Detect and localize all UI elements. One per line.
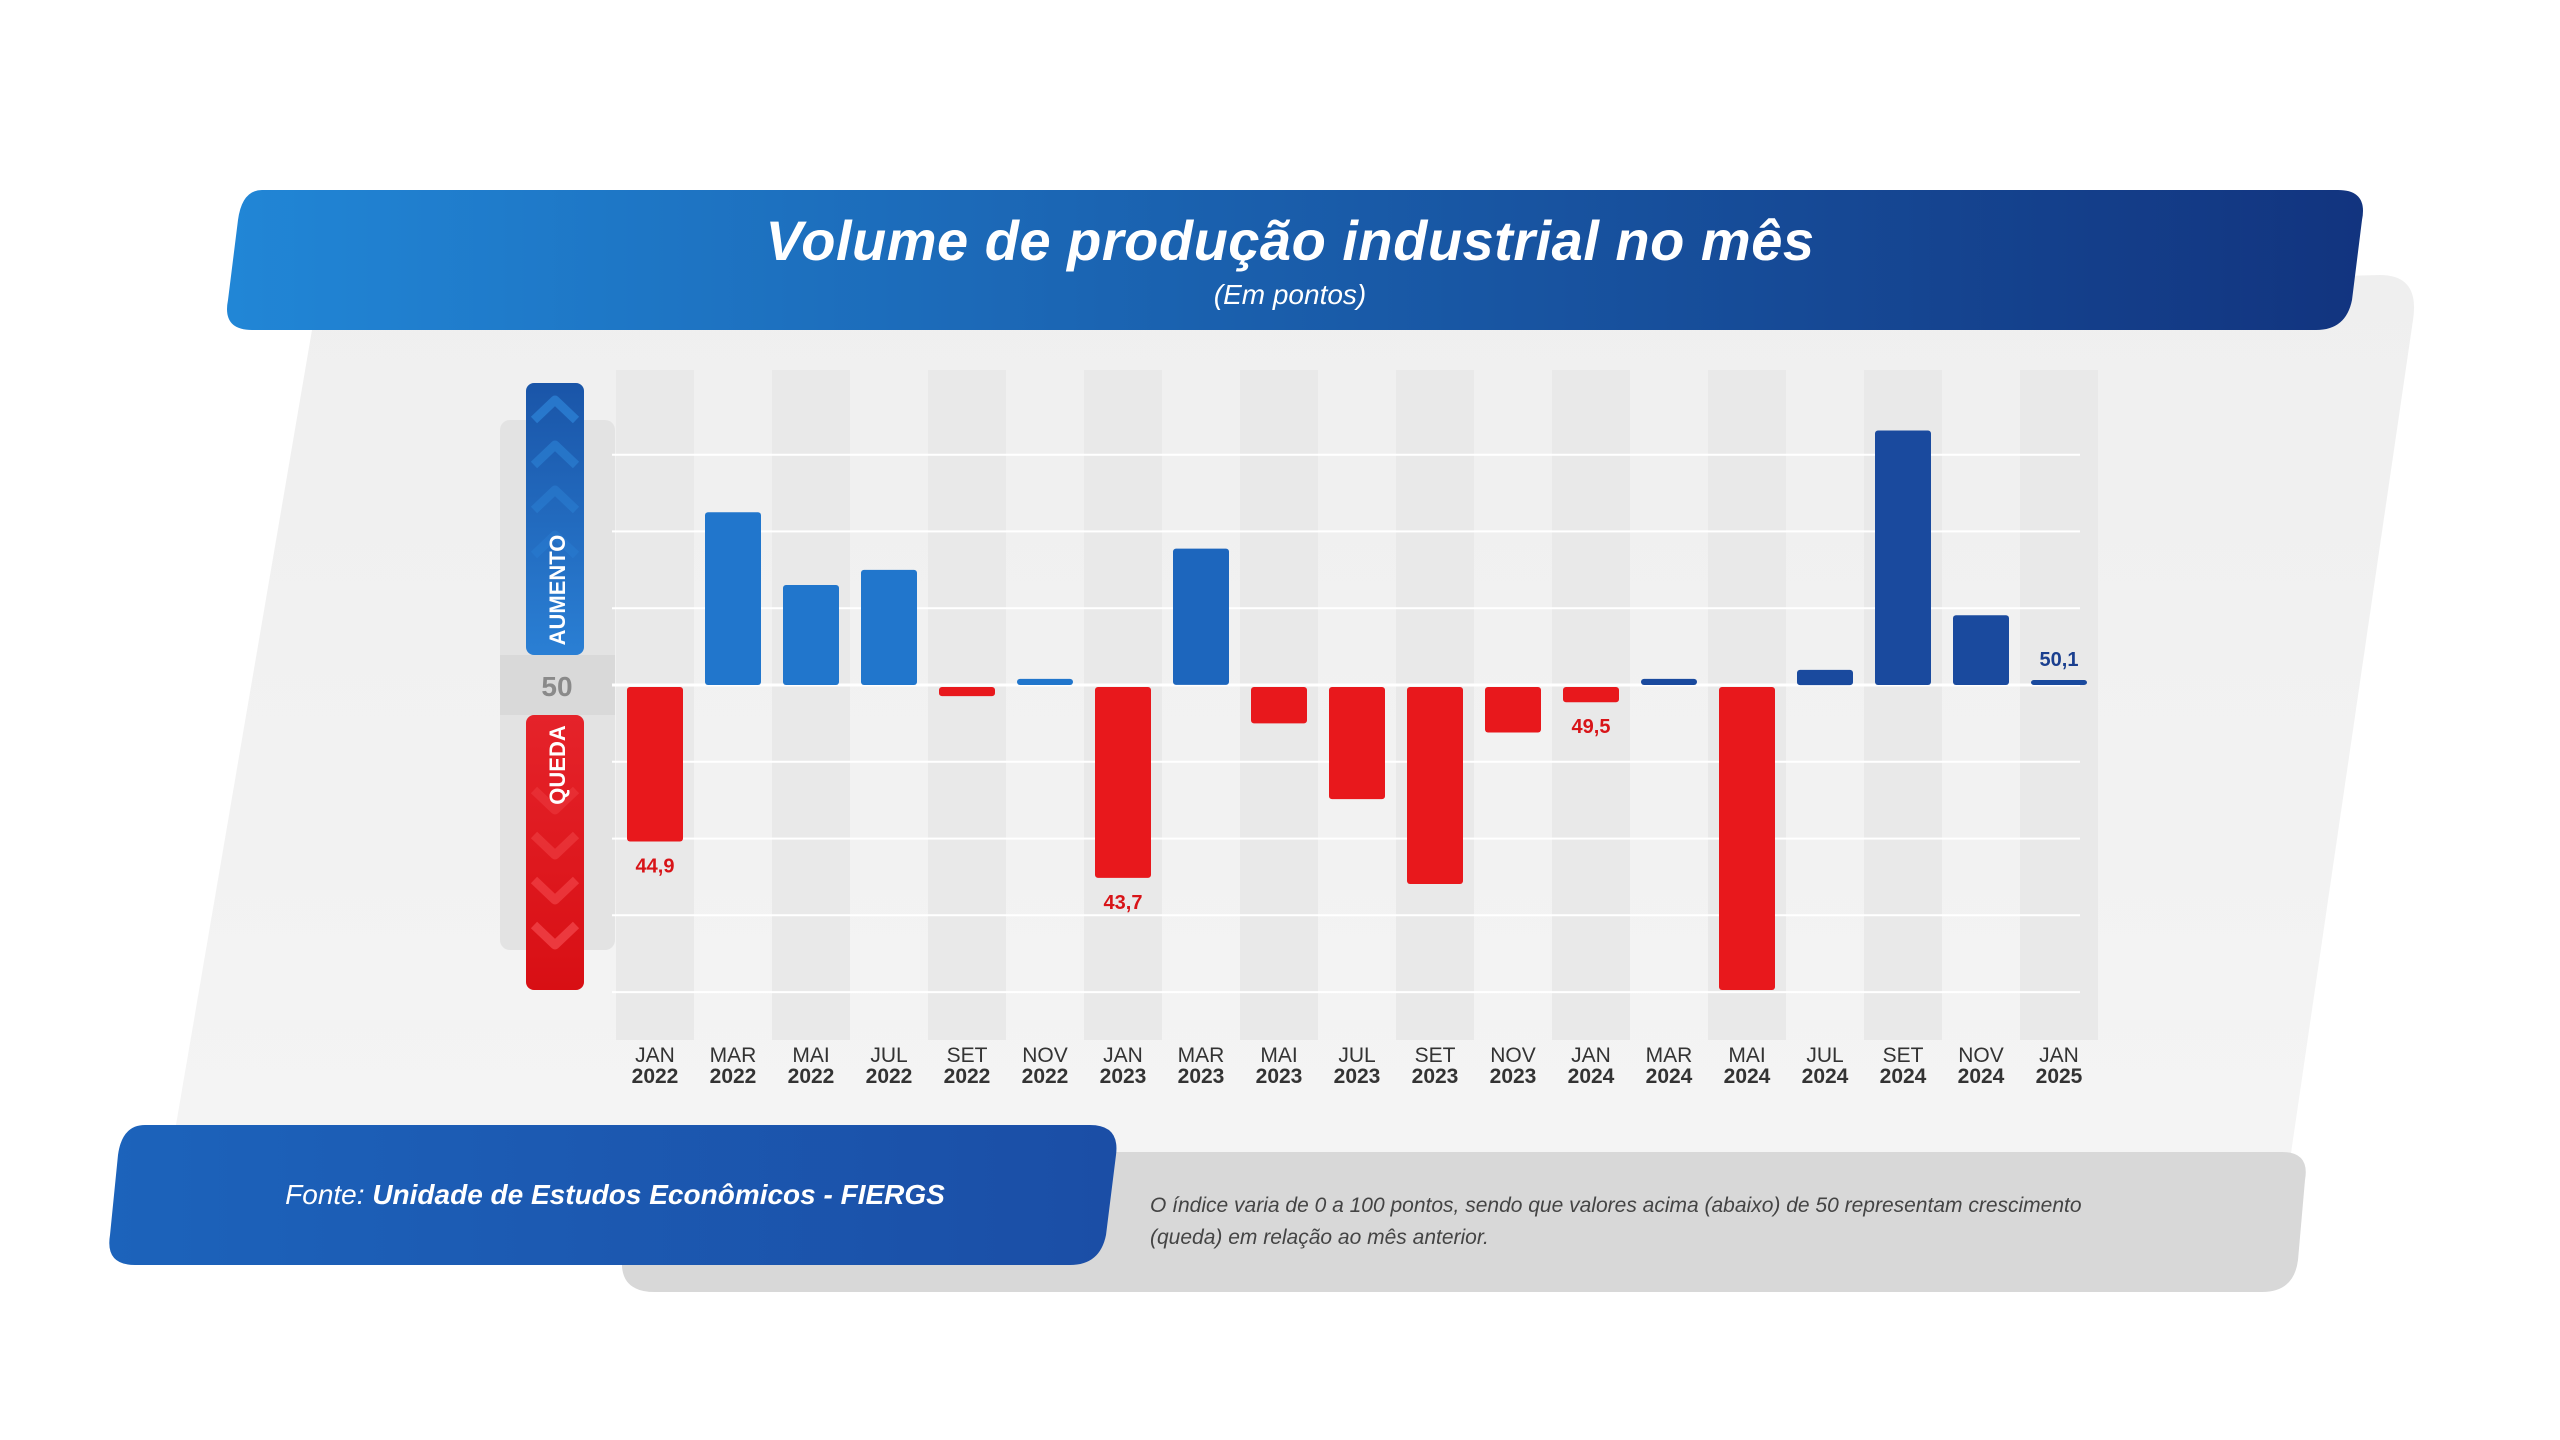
center-band	[500, 655, 615, 715]
bar	[1953, 615, 2009, 685]
x-tick-year: 2024	[1724, 1065, 1771, 1088]
bar	[1641, 678, 1697, 685]
x-tick-month: SET	[1415, 1044, 1456, 1067]
down-label: QUEDA	[545, 725, 570, 805]
x-tick-month: MAI	[792, 1044, 829, 1067]
x-tick-month: MAI	[1728, 1044, 1765, 1067]
x-tick-year: 2023	[1490, 1065, 1537, 1088]
x-tick-month: SET	[947, 1044, 988, 1067]
data-label: 49,5	[1572, 716, 1611, 738]
x-tick-year: 2023	[1256, 1065, 1303, 1088]
x-tick-month: JAN	[1103, 1044, 1143, 1067]
data-label: 43,7	[1104, 892, 1143, 914]
x-tick-month: JUL	[1806, 1044, 1843, 1067]
x-tick-year: 2022	[632, 1065, 679, 1088]
bar	[1095, 687, 1151, 878]
column-stripe	[1552, 370, 1630, 1040]
x-tick-month: SET	[1883, 1044, 1924, 1067]
x-tick-year: 2023	[1412, 1065, 1459, 1088]
down-chevron	[530, 921, 580, 950]
x-tick-month: NOV	[1958, 1044, 2004, 1067]
bar	[1407, 687, 1463, 884]
x-tick-month: MAI	[1260, 1044, 1297, 1067]
down-chevron	[530, 876, 580, 905]
down-chevron	[530, 831, 580, 860]
bar	[861, 569, 917, 685]
x-tick-month: JAN	[1571, 1044, 1611, 1067]
chart-title: Volume de produção industrial no mês	[765, 209, 1815, 272]
x-tick-year: 2022	[788, 1065, 835, 1088]
up-arrow-bar	[526, 383, 584, 655]
x-tick-year: 2023	[1178, 1065, 1225, 1088]
x-tick-year: 2023	[1334, 1065, 1381, 1088]
column-stripe	[772, 370, 850, 1040]
x-tick-month: JAN	[635, 1044, 675, 1067]
title-banner	[227, 190, 2363, 330]
bar	[1797, 669, 1853, 686]
chevrons	[530, 395, 580, 950]
x-tick-year: 2022	[1022, 1065, 1069, 1088]
x-tick-year: 2022	[866, 1065, 913, 1088]
column-stripe	[2020, 370, 2098, 1040]
bar	[1017, 678, 1073, 685]
bar	[1563, 687, 1619, 703]
up-chevron	[530, 485, 580, 514]
up-chevron	[530, 530, 580, 559]
x-tick-year: 2024	[1880, 1065, 1927, 1088]
chart-subtitle: (Em pontos)	[1213, 279, 1367, 310]
bar	[1485, 687, 1541, 733]
title-banner-text: Volume de produção industrial no mês (Em…	[230, 190, 2350, 330]
x-tick-month: JUL	[1338, 1044, 1375, 1067]
x-tick-month: MAR	[1646, 1044, 1693, 1067]
source-name: Unidade de Estudos Econômicos - FIERGS	[372, 1179, 945, 1210]
x-tick-year: 2022	[944, 1065, 991, 1088]
center-label: 50	[541, 671, 572, 702]
x-tick-month: NOV	[1490, 1044, 1536, 1067]
x-tick-year: 2024	[1802, 1065, 1849, 1088]
source-prefix: Fonte:	[285, 1179, 365, 1210]
bar	[2031, 680, 2087, 685]
x-tick-month: MAR	[710, 1044, 757, 1067]
side-scale: AUMENTO QUEDA 50	[500, 383, 615, 990]
down-chevron	[530, 786, 580, 815]
x-tick-labels: JAN2022MAR2022MAI2022JUL2022SET2022NOV20…	[632, 1044, 2083, 1088]
x-tick-year: 2024	[1568, 1065, 1615, 1088]
up-label: AUMENTO	[545, 535, 570, 646]
data-labels: 44,9 43,7 49,5 50,1	[636, 649, 2079, 914]
x-tick-year: 2024	[1646, 1065, 1693, 1088]
data-label: 44,9	[636, 856, 675, 878]
footnote: O índice varia de 0 a 100 pontos, sendo …	[1150, 1194, 2082, 1249]
bar	[627, 687, 683, 842]
x-tick-month: NOV	[1022, 1044, 1068, 1067]
source-banner	[109, 1125, 1117, 1265]
data-label: 50,1	[2040, 649, 2079, 671]
column-stripe	[928, 370, 1006, 1040]
x-tick-month: JAN	[2039, 1044, 2079, 1067]
bars	[627, 430, 2087, 990]
up-chevron	[530, 395, 580, 424]
x-tick-month: MAR	[1178, 1044, 1225, 1067]
x-tick-year: 2025	[2036, 1065, 2083, 1088]
source-text: Fonte: Unidade de Estudos Econômicos - F…	[110, 1125, 1120, 1265]
up-chevron	[530, 440, 580, 469]
x-tick-year: 2024	[1958, 1065, 2005, 1088]
bar	[783, 585, 839, 685]
bar	[1875, 430, 1931, 685]
bar	[939, 687, 995, 697]
bar	[1719, 687, 1775, 990]
bar	[1329, 687, 1385, 800]
bar	[705, 512, 761, 685]
x-tick-year: 2022	[710, 1065, 757, 1088]
x-tick-year: 2023	[1100, 1065, 1147, 1088]
bar	[1251, 687, 1307, 724]
x-tick-month: JUL	[870, 1044, 907, 1067]
bar	[1173, 548, 1229, 685]
